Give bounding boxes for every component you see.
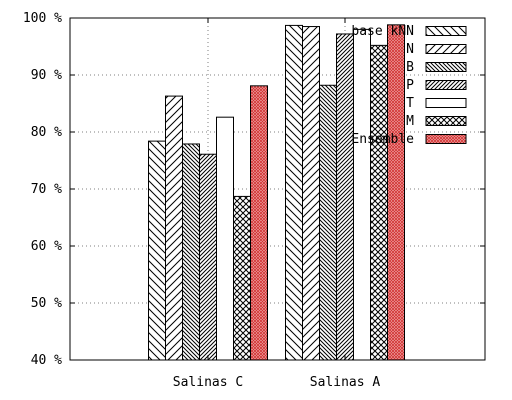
plot-frame [69, 17, 486, 361]
bar [216, 116, 234, 361]
bar [387, 24, 405, 361]
bar [199, 153, 217, 361]
legend-swatch [425, 98, 467, 108]
bar-group-item [199, 153, 217, 361]
bar [319, 84, 337, 361]
bar-group-item [216, 116, 234, 361]
bar-group-item [353, 28, 371, 361]
bar-group-item [182, 143, 200, 361]
bar [148, 140, 166, 361]
bar-group-item [319, 84, 337, 361]
y-tick-label: 90 % [31, 68, 62, 83]
bar [353, 28, 371, 361]
legend-label: P [406, 78, 414, 93]
y-tick-label: 50 % [31, 296, 62, 311]
legend-label: T [406, 96, 414, 111]
legend-swatch [425, 44, 467, 54]
bar [182, 143, 200, 361]
grid-lines [70, 18, 485, 360]
legend-label: M [406, 114, 414, 129]
bar-group-item [370, 44, 388, 361]
x-tick-labels: Salinas C Salinas A [173, 375, 381, 390]
legend-label: N [406, 42, 414, 57]
y-tick-label: 40 % [31, 353, 62, 368]
axes [69, 17, 486, 361]
bar [285, 24, 303, 361]
bar-group-item [250, 85, 268, 361]
legend-label: B [406, 60, 414, 75]
bar [250, 85, 268, 361]
legend-swatch [425, 80, 467, 90]
bar-group-item [285, 24, 303, 361]
bar-group-item [336, 33, 354, 361]
bar-group-item [302, 26, 320, 361]
bar [302, 26, 320, 361]
legend-swatch [425, 26, 467, 36]
y-tick-label: 60 % [31, 239, 62, 254]
legend-swatch [425, 134, 467, 144]
bar [336, 33, 354, 361]
legend-label: Ensemble [351, 132, 414, 147]
bars [148, 24, 405, 361]
y-tick-label: 80 % [31, 125, 62, 140]
bar [233, 195, 251, 361]
bar-group-item [165, 95, 183, 361]
bar-group-item [387, 24, 405, 361]
bar [165, 95, 183, 361]
x-tick-label: Salinas C [173, 375, 243, 390]
bar-group-item [148, 140, 166, 361]
y-tick-labels: 40 % 50 % 60 % 70 % 80 % 90 % 100 % [23, 11, 62, 368]
bar [370, 44, 388, 361]
legend-swatch [425, 116, 467, 126]
x-tick-label: Salinas A [310, 375, 381, 390]
y-tick-label: 100 % [23, 11, 62, 26]
legend-label: base kNN [351, 24, 414, 39]
y-tick-label: 70 % [31, 182, 62, 197]
legend-swatch [425, 62, 467, 72]
bar-group-item [233, 195, 251, 361]
